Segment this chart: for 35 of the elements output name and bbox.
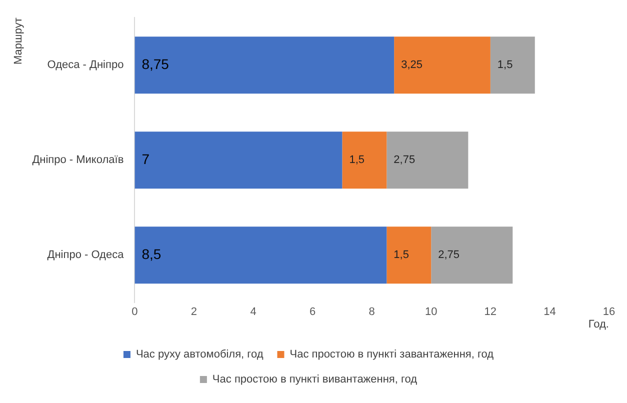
y-tick-label: Одеса - Дніпро [47,59,124,72]
y-axis-title: Маршрут [12,18,25,64]
y-tick-label: Дніпро - Одеса [47,249,125,262]
bar [134,226,387,284]
bar [386,226,432,284]
x-tick-label: 14 [544,306,556,318]
x-tick-label: 0 [132,306,138,318]
legend-label: Час простою в пункті завантаження, год [290,348,494,361]
legend-label: Час руху автомобіля, год [136,348,264,361]
x-axis-title: Год. [588,318,609,330]
data-label: 2,75 [394,154,416,166]
bar [431,226,513,284]
data-label: 3,25 [401,59,422,72]
bar [490,36,535,94]
data-label: 8,5 [142,246,162,262]
bar [134,36,394,94]
data-label: 1,5 [497,59,513,72]
x-tick-label: 4 [250,306,256,318]
bar [386,132,468,189]
x-tick-label: 16 [602,306,616,318]
x-tick-label: 12 [484,306,497,318]
data-label: 2,75 [438,249,460,262]
data-label: 8,75 [142,56,170,72]
data-label: 7 [142,150,150,167]
x-tick-label: 8 [368,306,375,318]
bar [342,132,387,189]
data-label: 1,5 [349,154,364,166]
x-tick-label: 6 [309,306,316,318]
data-label: 1,5 [394,249,409,262]
x-tick-label: 2 [190,306,198,318]
bar [394,36,490,94]
y-tick-label: Дніпро - Миколаїв [32,154,124,166]
legend-label: Час простою в пункті вивантаження, год [212,374,418,386]
x-tick-label: 10 [425,306,438,318]
bar [134,132,342,189]
